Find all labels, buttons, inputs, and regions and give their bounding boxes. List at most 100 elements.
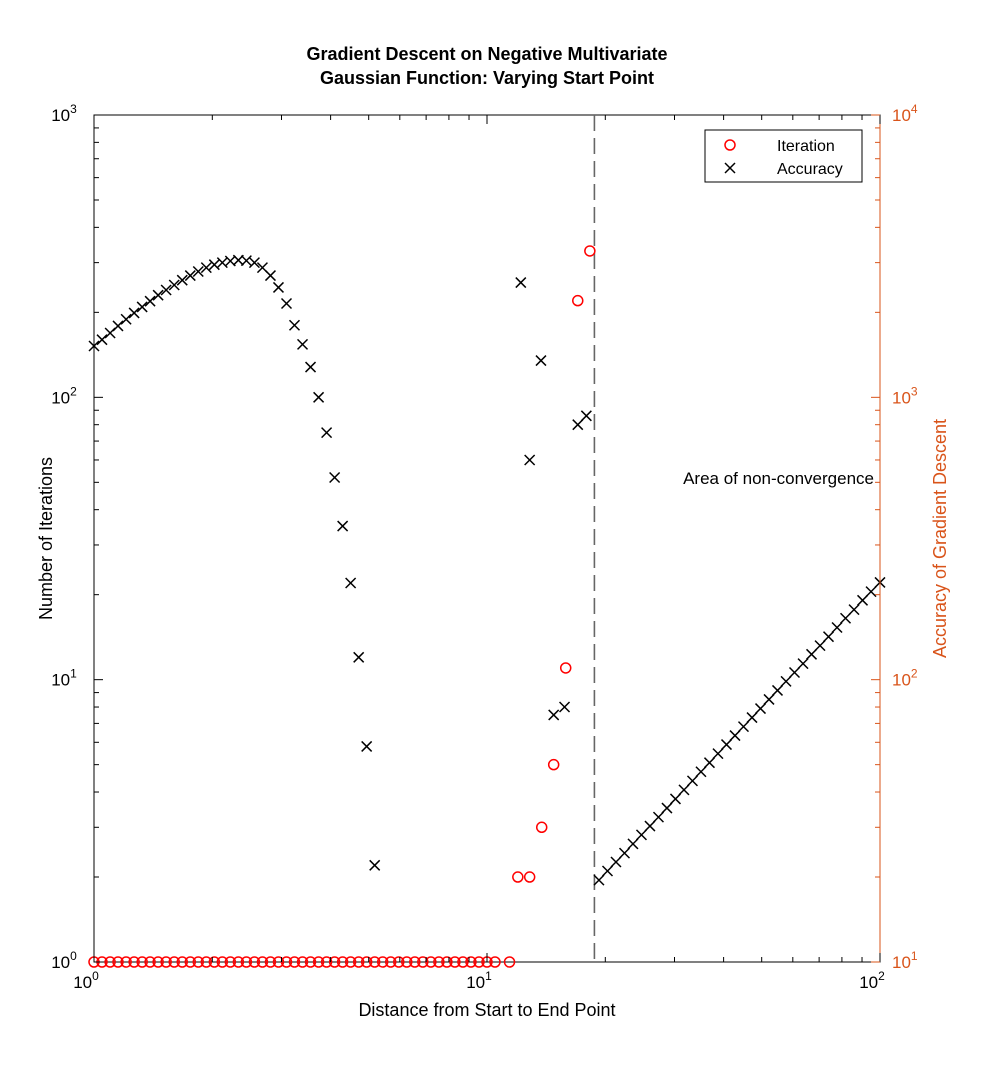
accuracy-point <box>763 693 775 705</box>
iteration-point <box>192 956 205 968</box>
accuracy-point <box>865 586 877 598</box>
accuracy-point-stroke <box>248 257 260 269</box>
accuracy-point-stroke <box>559 701 571 713</box>
accuracy-point <box>288 319 301 331</box>
iteration-point <box>489 956 501 968</box>
accuracy-point <box>248 257 260 269</box>
accuracy-point-stroke <box>515 277 527 289</box>
iteration-point <box>465 956 477 968</box>
accuracy-point <box>515 277 527 289</box>
accuracy-point-stroke <box>112 320 124 332</box>
iteration-point <box>417 956 429 968</box>
accuracy-point-stroke <box>144 295 156 307</box>
accuracy-point-stroke <box>200 262 212 274</box>
accuracy-point <box>329 471 341 484</box>
iteration-point <box>224 956 237 968</box>
accuracy-point-stroke <box>797 658 809 670</box>
iteration-point <box>547 758 560 771</box>
iteration-point <box>128 956 140 968</box>
accuracy-point-stroke <box>361 740 373 752</box>
accuracy-point <box>678 784 690 796</box>
accuracy-point <box>192 265 204 278</box>
y-left-tick-base: 10 <box>51 953 70 972</box>
y-left-tick-exp: 0 <box>70 949 77 963</box>
iteration-point <box>152 956 164 968</box>
accuracy-point-stroke <box>264 270 276 282</box>
accuracy-point-stroke <box>548 709 560 721</box>
iteration-point <box>144 956 156 968</box>
accuracy-point <box>754 703 767 715</box>
accuracy-point <box>152 289 164 301</box>
accuracy-point-stroke <box>224 255 236 267</box>
accuracy-point-stroke <box>329 471 341 484</box>
iteration-point <box>409 956 421 968</box>
accuracy-point <box>856 594 869 606</box>
accuracy-point <box>703 757 716 769</box>
x-tick-exp: 2 <box>878 969 885 983</box>
iteration-point <box>336 956 349 968</box>
accuracy-point <box>780 675 792 687</box>
accuracy-point <box>535 355 547 367</box>
accuracy-point <box>559 701 571 713</box>
accuracy-point-stroke <box>184 270 196 282</box>
accuracy-point-stroke <box>746 712 758 724</box>
accuracy-point-stroke <box>712 748 724 760</box>
accuracy-point-stroke <box>618 847 631 859</box>
iteration-point <box>352 956 365 968</box>
y-left-tick-label: 103 <box>51 102 77 125</box>
x-tick-base: 10 <box>859 973 878 992</box>
accuracy-point-stroke <box>593 874 605 886</box>
accuracy-point <box>208 259 220 271</box>
y-right-tick-base: 10 <box>892 106 911 125</box>
accuracy-point <box>353 651 365 663</box>
x-tick-label: 100 <box>73 969 99 992</box>
iteration-point <box>441 956 453 968</box>
y-left-tick-base: 10 <box>51 388 70 407</box>
accuracy-point <box>112 320 124 332</box>
accuracy-point-stroke <box>136 301 148 313</box>
accuracy-point-stroke <box>805 648 818 660</box>
accuracy-point <box>337 520 349 532</box>
accuracy-point <box>264 270 276 282</box>
y-right-tick-label: 104 <box>892 102 918 125</box>
accuracy-point <box>839 612 852 624</box>
iteration-point <box>384 956 397 968</box>
x-tick-label: 102 <box>859 969 885 992</box>
accuracy-point-stroke <box>788 666 801 679</box>
iteration-point <box>104 956 116 968</box>
x-tick-exp: 1 <box>485 969 492 983</box>
accuracy-point <box>361 740 373 752</box>
accuracy-point <box>345 577 357 589</box>
accuracy-point-stroke <box>152 289 164 301</box>
iteration-point <box>160 956 172 968</box>
iteration-point <box>473 956 485 968</box>
accuracy-point-stroke <box>580 410 592 422</box>
accuracy-point <box>737 721 750 733</box>
accuracy-point-stroke <box>216 257 228 269</box>
accuracy-point-stroke <box>669 793 682 805</box>
accuracy-point-stroke <box>369 859 381 871</box>
accuracy-point-stroke <box>661 802 673 814</box>
accuracy-point <box>805 648 818 660</box>
accuracy-point <box>296 338 309 350</box>
accuracy-point <box>304 361 317 373</box>
iteration-point <box>168 956 180 968</box>
y-left-tick-exp: 3 <box>70 102 77 116</box>
accuracy-point-stroke <box>168 279 180 291</box>
legend-box <box>704 129 863 183</box>
accuracy-point-stroke <box>686 775 699 787</box>
iteration-point <box>288 956 301 968</box>
accuracy-point <box>572 419 584 431</box>
x-tick-base: 10 <box>466 973 485 992</box>
accuracy-point <box>184 270 196 282</box>
y-right-tick-base: 10 <box>892 953 911 972</box>
x-tick-exp: 0 <box>92 969 99 983</box>
accuracy-point <box>848 604 860 616</box>
accuracy-point <box>96 334 108 346</box>
legend-iteration-marker <box>724 139 736 151</box>
accuracy-point <box>729 730 741 742</box>
accuracy-point-stroke <box>839 612 852 624</box>
x-tick-base: 10 <box>73 973 92 992</box>
iteration-point <box>136 956 148 968</box>
